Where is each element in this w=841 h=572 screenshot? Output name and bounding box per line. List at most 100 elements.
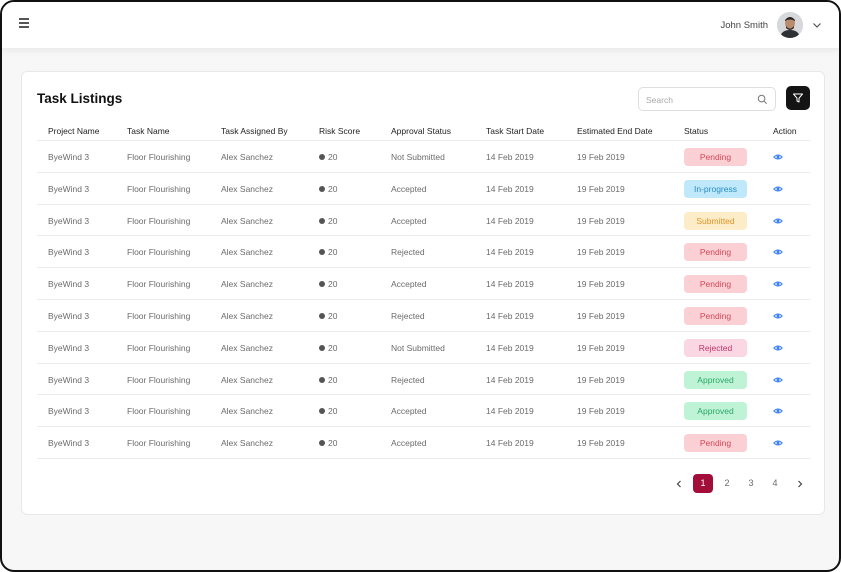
column-header-project-name: Project Name	[48, 126, 100, 136]
cell-task-assigned-by: Alex Sanchez	[221, 310, 273, 321]
cell-estimated-end-date: 19 Feb 2019	[577, 406, 625, 417]
cell-task-start-date: 14 Feb 2019	[486, 215, 534, 226]
column-header-risk-score: Risk Score	[319, 126, 361, 136]
cell-risk-score: 20	[319, 406, 337, 416]
cell-estimated-end-date: 19 Feb 2019	[577, 279, 625, 290]
table-row: ByeWind 3 Floor Flourishing Alex Sanchez 20…	[37, 173, 810, 205]
cell-approval-status: Rejected	[391, 374, 425, 385]
cell-approval-status: Accepted	[391, 215, 427, 226]
cell-task-name: Floor Flourishing	[127, 215, 191, 226]
risk-dot-icon	[319, 185, 325, 192]
cell-project-name: ByeWind 3	[48, 152, 90, 162]
cell-estimated-end-date: 19 Feb 2019	[577, 374, 625, 385]
eye-icon[interactable]	[773, 184, 783, 194]
cell-project-name: ByeWind 3	[48, 342, 90, 353]
cell-approval-status: Accepted	[391, 183, 427, 194]
column-header-approval-status: Approval Status	[391, 126, 452, 136]
cell-task-name: Floor Flourishing	[127, 152, 191, 162]
chevron-left-icon[interactable]	[674, 479, 684, 489]
cell-approval-status: Rejected	[391, 247, 425, 258]
risk-dot-icon	[319, 440, 325, 447]
cell-risk-score: 20	[319, 343, 337, 353]
chevron-down-icon[interactable]	[811, 19, 823, 31]
task-table: Project Name Task Name Task Assigned By …	[37, 122, 810, 459]
page-button-1[interactable]: 1	[693, 474, 713, 493]
page-button-3[interactable]: 3	[748, 478, 754, 488]
table-row: ByeWind 3 Floor Flourishing Alex Sanchez 20…	[37, 300, 810, 332]
table-row: ByeWind 3 Floor Flourishing Alex Sanchez 20…	[37, 268, 810, 300]
cell-estimated-end-date: 19 Feb 2019	[577, 247, 625, 258]
risk-score-value: 20	[328, 342, 338, 353]
eye-icon[interactable]	[773, 406, 783, 416]
search-input[interactable]	[646, 93, 751, 106]
risk-score-value: 20	[328, 310, 338, 321]
eye-icon[interactable]	[773, 375, 783, 385]
cell-task-name: Floor Flourishing	[127, 183, 191, 194]
page-button-4[interactable]: 4	[772, 478, 778, 488]
eye-icon[interactable]	[773, 343, 783, 353]
cell-risk-score: 20	[319, 184, 337, 194]
cell-risk-score: 20	[319, 247, 337, 257]
cell-estimated-end-date: 19 Feb 2019	[577, 183, 625, 194]
cell-project-name: ByeWind 3	[48, 183, 90, 194]
cell-task-assigned-by: Alex Sanchez	[221, 342, 273, 353]
cell-task-name: Floor Flourishing	[127, 438, 191, 449]
cell-approval-status: Not Submitted	[391, 342, 445, 353]
cell-task-assigned-by: Alex Sanchez	[221, 247, 273, 258]
status-badge: Approved	[684, 402, 747, 421]
cell-task-start-date: 14 Feb 2019	[486, 279, 534, 290]
eye-icon[interactable]	[773, 279, 783, 289]
eye-icon[interactable]	[773, 438, 783, 448]
cell-task-assigned-by: Alex Sanchez	[221, 406, 273, 417]
hamburger-menu-icon[interactable]	[19, 18, 33, 30]
risk-score-value: 20	[328, 247, 338, 258]
cell-task-start-date: 14 Feb 2019	[486, 342, 534, 353]
table-body: ByeWind 3 Floor Flourishing Alex Sanchez 20…	[37, 141, 810, 459]
table-row: ByeWind 3 Floor Flourishing Alex Sanchez 20…	[37, 427, 810, 459]
eye-icon[interactable]	[773, 311, 783, 321]
user-name: John Smith	[720, 19, 768, 31]
cell-task-start-date: 14 Feb 2019	[486, 247, 534, 258]
status-badge: Pending	[684, 434, 747, 453]
table-row: ByeWind 3 Floor Flourishing Alex Sanchez 20…	[37, 236, 810, 269]
column-header-action: Action	[773, 126, 797, 136]
column-header-task-assigned-by: Task Assigned By	[221, 126, 288, 136]
cell-approval-status: Accepted	[391, 406, 427, 417]
cell-estimated-end-date: 19 Feb 2019	[577, 438, 625, 449]
cell-approval-status: Not Submitted	[391, 152, 445, 162]
eye-icon[interactable]	[773, 216, 783, 226]
cell-risk-score: 20	[319, 375, 337, 385]
risk-dot-icon	[319, 249, 325, 256]
status-badge: Pending	[684, 148, 747, 166]
cell-approval-status: Accepted	[391, 279, 427, 290]
status-badge: Pending	[684, 275, 747, 294]
risk-dot-icon	[319, 217, 325, 224]
risk-dot-icon	[319, 154, 325, 160]
eye-icon[interactable]	[773, 247, 783, 257]
cell-risk-score: 20	[319, 311, 337, 321]
cell-approval-status: Accepted	[391, 438, 427, 449]
status-badge: In-progress	[684, 179, 747, 198]
column-header-task-start-date: Task Start Date	[486, 126, 545, 136]
eye-icon[interactable]	[773, 152, 783, 162]
cell-task-assigned-by: Alex Sanchez	[221, 279, 273, 290]
avatar[interactable]	[777, 12, 803, 38]
task-listings-card: Task Listings Project Name Task Name Tas…	[21, 71, 825, 515]
top-bar: John Smith	[2, 2, 839, 48]
search-icon[interactable]	[757, 94, 768, 105]
cell-project-name: ByeWind 3	[48, 279, 90, 290]
cell-task-assigned-by: Alex Sanchez	[221, 374, 273, 385]
status-badge: Rejected	[684, 338, 747, 357]
table-row: ByeWind 3 Floor Flourishing Alex Sanchez 20…	[37, 364, 810, 396]
cell-project-name: ByeWind 3	[48, 215, 90, 226]
page-button-2[interactable]: 2	[724, 478, 730, 488]
user-menu[interactable]: John Smith	[720, 11, 823, 39]
chevron-right-icon[interactable]	[795, 479, 805, 489]
cell-task-start-date: 14 Feb 2019	[486, 406, 534, 417]
cell-project-name: ByeWind 3	[48, 438, 90, 449]
filter-button[interactable]	[786, 86, 810, 110]
table-row: ByeWind 3 Floor Flourishing Alex Sanchez 20…	[37, 205, 810, 237]
search-box[interactable]	[638, 87, 776, 111]
cell-project-name: ByeWind 3	[48, 247, 90, 258]
